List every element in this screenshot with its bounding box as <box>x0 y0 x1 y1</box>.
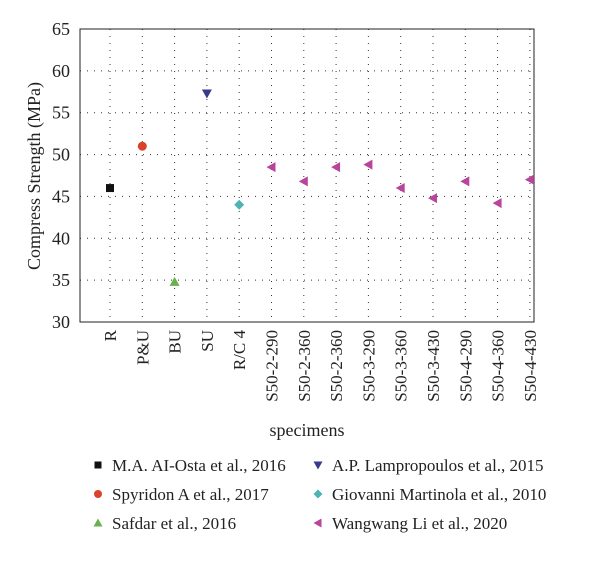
y-tick-label: 50 <box>52 145 70 165</box>
x-tick-label: S50-4-430 <box>521 330 540 402</box>
x-tick-label: S50-3-430 <box>424 330 443 402</box>
data-point <box>137 141 147 151</box>
x-tick-label: S50-3-290 <box>359 330 378 402</box>
legend-label: Giovanni Martinola et al., 2010 <box>332 485 546 504</box>
plot-frame <box>79 28 535 323</box>
data-point <box>106 184 114 193</box>
x-tick-label: S50-4-290 <box>456 330 475 402</box>
data-markers <box>106 89 534 286</box>
y-axis-title: Compress Strength (MPa) <box>24 82 45 270</box>
x-tick-label: S50-2-360 <box>295 330 314 402</box>
legend-marker <box>93 518 103 527</box>
x-tick-label: R <box>101 329 120 341</box>
y-tick-label: 60 <box>52 61 70 81</box>
y-tick-label: 40 <box>52 228 70 248</box>
x-tick-label: S50-4-360 <box>489 330 508 402</box>
x-tick-label: SU <box>198 330 217 352</box>
data-point <box>298 176 308 187</box>
legend-marker <box>313 518 322 528</box>
data-point <box>331 162 341 173</box>
legend-label: Safdar et al., 2016 <box>112 514 236 533</box>
y-tick-label: 55 <box>52 103 70 123</box>
x-tick-labels: R P&U BU SU R/C 4 S50-2-290 S50-2-360 S50-2-360… <box>101 329 540 401</box>
x-tick-label: S50-2-290 <box>263 330 282 402</box>
data-point <box>201 89 212 99</box>
data-point <box>428 193 437 204</box>
legend-marker <box>313 461 323 470</box>
data-point <box>395 183 405 194</box>
data-point <box>169 276 180 286</box>
legend-marker <box>94 490 102 498</box>
data-point <box>234 199 245 210</box>
x-tick-label: BU <box>166 330 185 354</box>
legend-label: Spyridon A et al., 2017 <box>112 485 269 504</box>
data-point <box>524 174 534 185</box>
legend-marker <box>94 461 102 469</box>
y-tick-label: 30 <box>52 312 70 332</box>
data-point <box>363 159 373 170</box>
x-tick-label: S50-3-360 <box>392 330 411 402</box>
x-tick-label: S50-2-360 <box>327 330 346 402</box>
legend-marker <box>313 489 323 499</box>
x-axis-title: specimens <box>270 420 345 440</box>
x-tick-label: P&U <box>133 330 152 365</box>
x-tick-label: R/C 4 <box>230 330 249 371</box>
data-point <box>460 176 470 187</box>
data-point <box>266 162 276 173</box>
grid-layer <box>80 29 534 322</box>
y-tick-labels: 30 35 40 45 50 55 60 65 <box>52 19 70 332</box>
legend-label: Wangwang Li et al., 2020 <box>332 514 507 533</box>
legend-label: A.P. Lampropoulos et al., 2015 <box>332 456 544 475</box>
y-tick-label: 45 <box>52 186 70 206</box>
legend-label: M.A. AI-Osta et al., 2016 <box>112 456 286 475</box>
data-point <box>492 198 502 209</box>
y-tick-label: 65 <box>52 19 70 39</box>
y-tick-label: 35 <box>52 270 70 290</box>
legend: M.A. AI-Osta et al., 2016 A.P. Lampropoul… <box>93 456 546 533</box>
